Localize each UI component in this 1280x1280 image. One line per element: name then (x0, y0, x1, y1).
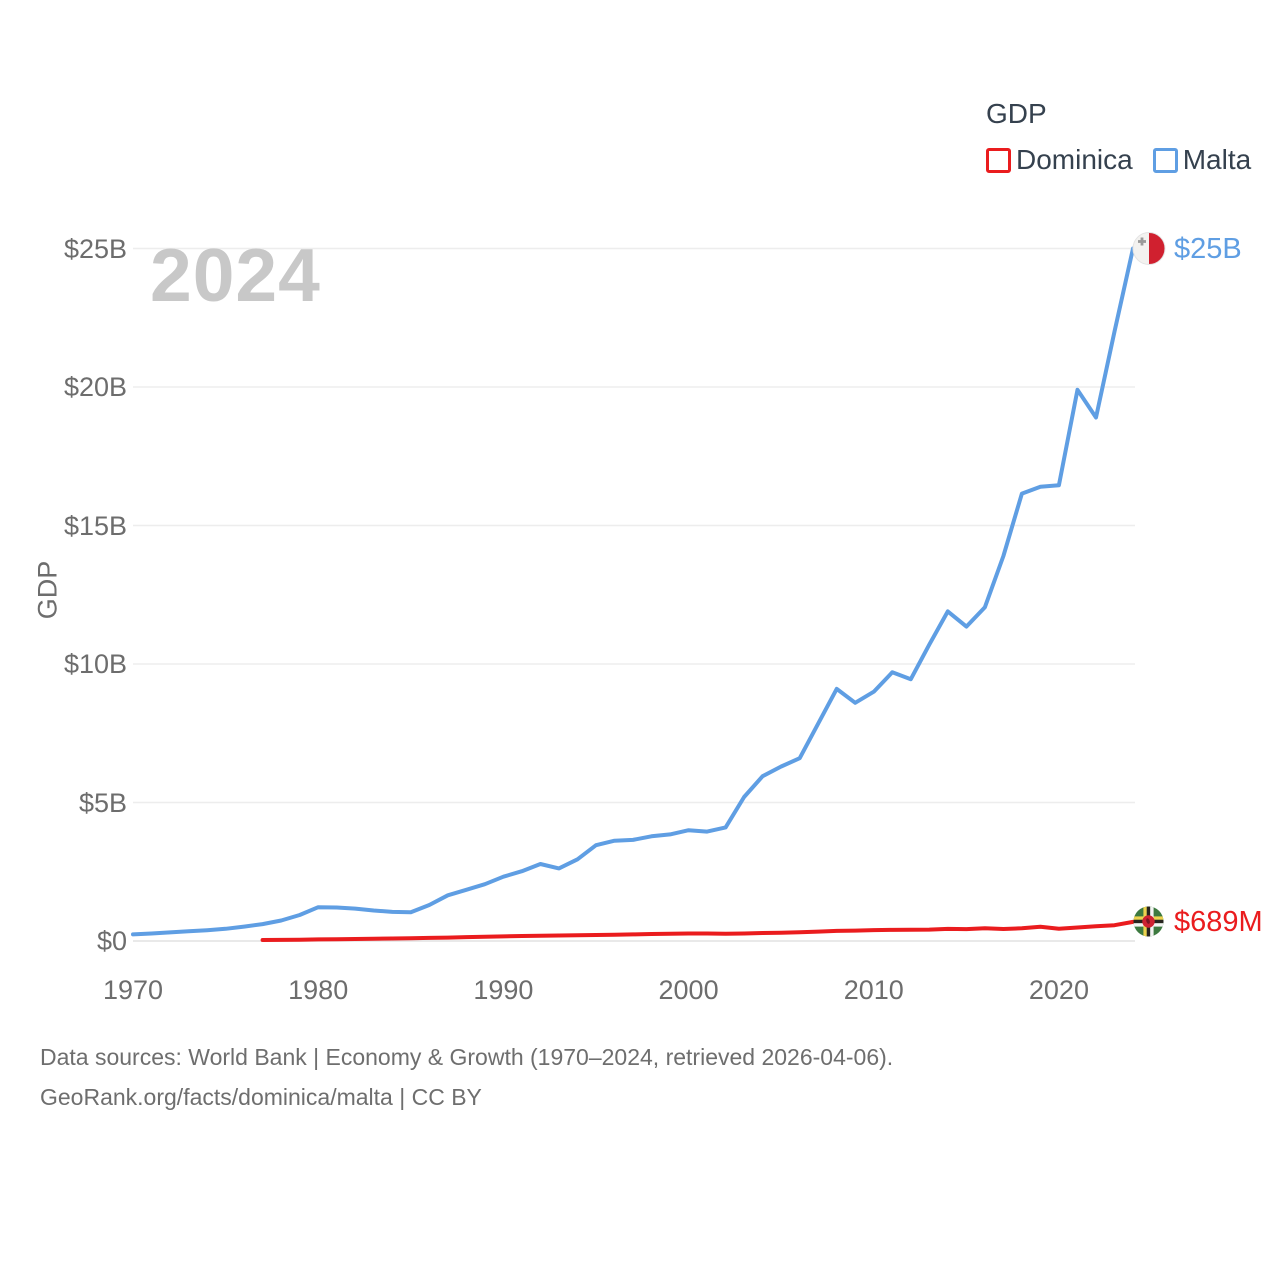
watermark-year: 2024 (150, 233, 321, 317)
legend-entries: Dominica Malta (986, 144, 1251, 176)
series-lines (131, 246, 1135, 942)
x-tick-label: 1980 (288, 975, 349, 1005)
y-tick-label: $5B (78, 787, 127, 818)
malta-end-value-label: $25B (1174, 233, 1242, 265)
x-tick-label: 2010 (843, 975, 904, 1005)
y-tick-label: $20B (63, 372, 127, 402)
malta-line (131, 246, 1135, 937)
y-tick-label: $25B (63, 233, 127, 264)
x-tick-label: 2000 (658, 975, 719, 1005)
legend-label-dominica: Dominica (1016, 144, 1133, 175)
source-line-1: Data sources: World Bank | Economy & Gro… (40, 1044, 894, 1070)
legend-label-malta: Malta (1182, 144, 1252, 175)
y-tick-label: $15B (63, 510, 127, 541)
legend-entry-malta[interactable]: Malta (1152, 144, 1252, 176)
dominica-line (260, 919, 1135, 942)
x-tick-label: 1990 (473, 975, 534, 1005)
y-tick-label: $0 (96, 926, 127, 956)
dominica-swatch-icon (986, 147, 1011, 173)
source-line-2: GeoRank.org/facts/dominica/malta | CC BY (40, 1084, 482, 1110)
x-tick-label: 1970 (102, 975, 164, 1005)
dominica-end-value-label: $689M (1174, 906, 1263, 938)
y-axis-title: GDP (32, 560, 63, 620)
malta-flag-icon (1132, 232, 1166, 265)
malta-swatch-icon (1152, 147, 1178, 173)
dominica-flag-icon (1133, 906, 1164, 937)
legend: GDP Dominica Malta (986, 98, 1251, 176)
legend-title: GDP (986, 98, 1047, 129)
legend-entry-dominica[interactable]: Dominica (986, 144, 1133, 176)
x-tick-label: 2020 (1028, 975, 1089, 1005)
y-tick-label: $10B (63, 649, 127, 679)
gridlines (133, 247, 1135, 942)
